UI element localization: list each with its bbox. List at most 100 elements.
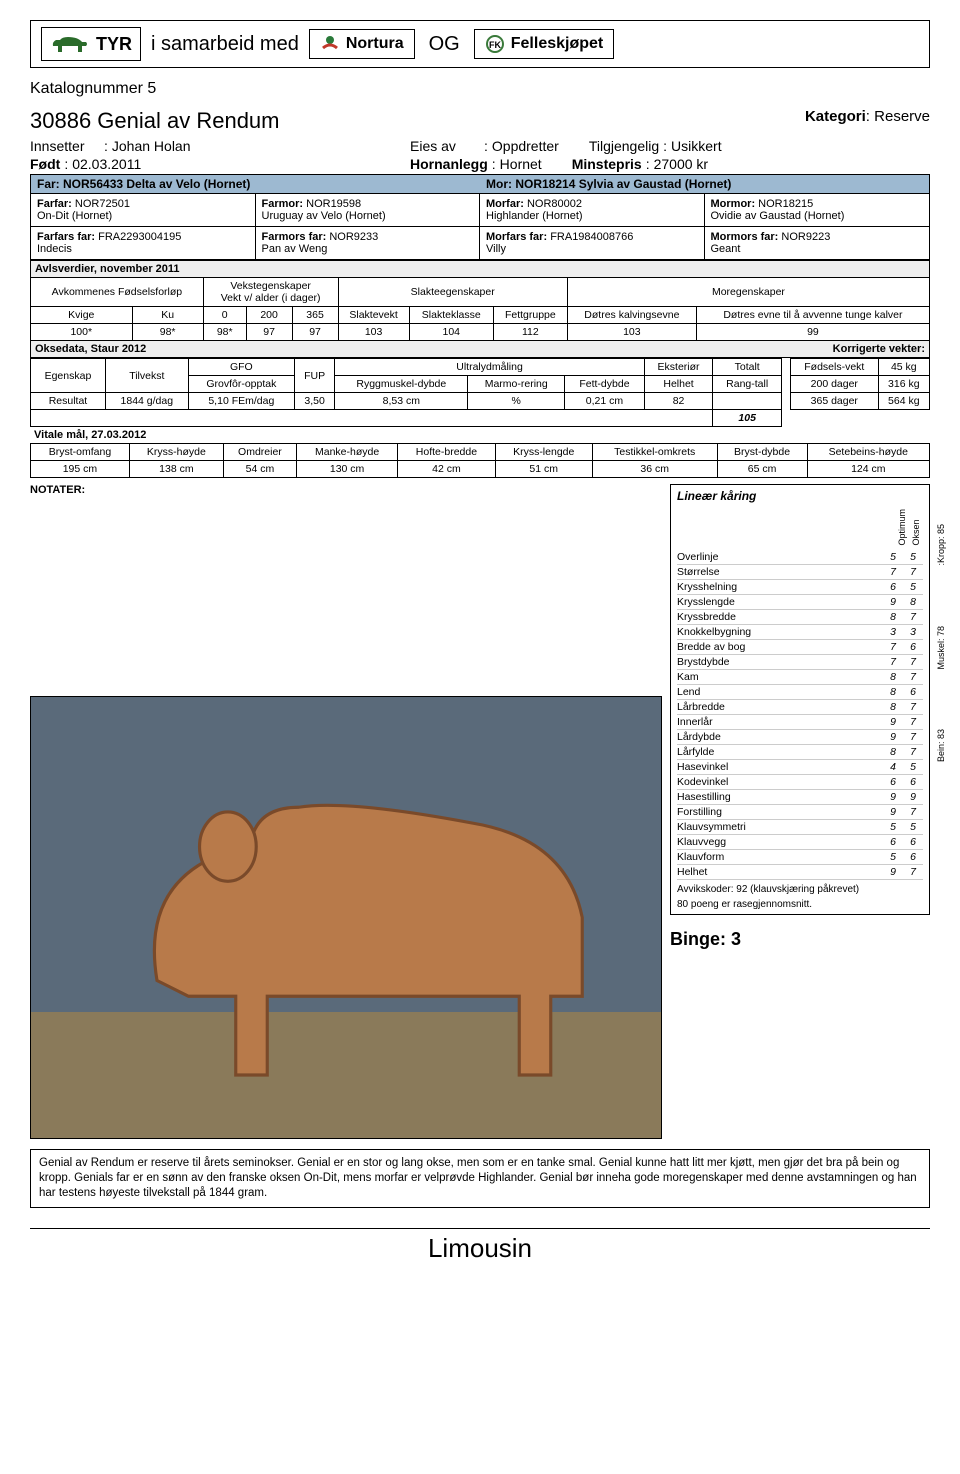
trait-oksen: 5 [903,581,923,593]
okse-gfo: GFO [188,359,294,376]
pedigree-parents-bar: Far: NOR56433 Delta av Velo (Hornet) Mor… [30,174,930,194]
mormorsfar-cell: Mormors far: NOR9223Geant [705,227,930,259]
trait-oksen: 7 [903,671,923,683]
linear-row: Størrelse77 [677,565,923,580]
trait-name: Klauvvegg [677,836,883,848]
trait-name: Brystdybde [677,656,883,668]
vitale-values-row: 195 cm 138 cm 54 cm 130 cm 42 cm 51 cm 3… [31,461,930,478]
trait-optimum: 7 [883,641,903,653]
linear-row: Krysshelning65 [677,580,923,595]
trait-oksen: 7 [903,701,923,713]
trait-oksen: 5 [903,761,923,773]
info-row-1: Innsetter : Johan Holan Eies av : Oppdre… [30,138,930,154]
linear-row: Lend86 [677,685,923,700]
og-text: OG [429,33,460,56]
d365-label: 365 dager [791,393,879,410]
avls-d0: 0 [203,307,246,324]
okse-marmo: Marmo-rering [468,376,565,393]
linear-row: Brystdybde77 [677,655,923,670]
r-fett: 0,21 cm [565,393,645,410]
trait-name: Bredde av bog [677,641,883,653]
linear-row: Hasevinkel45 [677,760,923,775]
linear-row: Hasestilling99 [677,790,923,805]
score-muskel: Muskel: 78 [936,626,956,670]
trait-name: Knokkelbygning [677,626,883,638]
linear-row: Krysslengde98 [677,595,923,610]
okse-egenskap: Egenskap [31,359,106,393]
avls-h3: Slakteegenskaper [338,278,567,307]
header-bar: TYR i samarbeid med Nortura OG FK Felles… [30,20,930,68]
notater-label: NOTATER: [30,484,662,496]
linear-row: Klauvvegg66 [677,835,923,850]
innsetter-value: Johan Holan [112,138,191,154]
linear-row: Kodevinkel66 [677,775,923,790]
svg-text:FK: FK [489,40,501,50]
fodt-label: Født [30,156,60,172]
korr-title: Korrigerte vekter: [833,343,925,355]
trait-optimum: 9 [883,716,903,728]
avls-d365: 365 [292,307,338,324]
trait-name: Helhet [677,866,883,878]
trait-optimum: 4 [883,761,903,773]
linear-row: Overlinje55 [677,550,923,565]
trait-oksen: 6 [903,686,923,698]
linear-head: Optimum Oksen [677,509,923,546]
avls-ku: Ku [132,307,203,324]
r-marmo: % [468,393,565,410]
okse-gfo-sub: Grovfôr-opptak [188,376,294,393]
kategori: Kategori: Reserve [805,108,930,134]
linear-row: Kryssbredde87 [677,610,923,625]
linear-col2: Oksen [909,509,923,546]
horn-value: Hornet [500,156,542,172]
nortura-icon [320,34,340,54]
r-fup: 3,50 [294,393,334,410]
trait-name: Krysslengde [677,596,883,608]
trait-oksen: 5 [903,551,923,563]
linear-title: Lineær kåring [677,489,923,503]
bull-silhouette-icon [31,697,661,1138]
trait-optimum: 7 [883,566,903,578]
trait-name: Hasestilling [677,791,883,803]
avls-h1: Avkommenes Fødselsforløp [31,278,204,307]
trait-name: Krysshelning [677,581,883,593]
eies-value: Oppdretter [492,138,559,154]
kategori-label: Kategori [805,108,866,125]
r-rang: 105 [713,410,782,427]
kategori-value: Reserve [874,108,930,125]
linear-row: Lårbredde87 [677,700,923,715]
r-tilvekst: 1844 g/dag [105,393,188,410]
eies-label: Eies av [410,138,480,154]
vitale-header-row: Bryst-omfang Kryss-høyde Omdreier Manke-… [31,444,930,461]
minstepris-label: Minstepris [572,156,642,172]
farmor-cell: Farmor: NOR19598Uruguay av Velo (Hornet) [256,194,481,226]
title-row: 30886 Genial av Rendum Kategori: Reserve [30,108,930,134]
trait-oksen: 9 [903,791,923,803]
r-helhet: 82 [644,393,713,410]
pedigree-greatgrandparents: Farfars far: FRA2293004195Indecis Farmor… [30,227,930,260]
group-scores: :Kropp: 85 Muskel: 78 Bein: 83 [936,524,956,762]
trait-name: Klauvform [677,851,883,863]
notater-area: NOTATER: Lineær kåring Optimum Oksen Ove… [30,484,930,1139]
trait-oksen: 5 [903,821,923,833]
avls-table: Avkommenes Fødselsforløp Vekstegenskaper… [30,277,930,341]
linear-note: 80 poeng er rasegjennomsnitt. [677,899,923,910]
trait-optimum: 8 [883,686,903,698]
r-gfo: 5,10 FEm/dag [188,393,294,410]
trait-optimum: 6 [883,776,903,788]
trait-oksen: 6 [903,641,923,653]
trait-oksen: 7 [903,716,923,728]
okse-title: Oksedata, Staur 2012 [35,343,146,355]
trait-name: Innerlår [677,716,883,728]
trait-optimum: 5 [883,821,903,833]
description-box: Genial av Rendum er reserve til årets se… [30,1149,930,1208]
avls-slaktevekt: Slaktevekt [338,307,409,324]
linear-avvik: Avvikskoder: 92 (klauvskjæring påkrevet) [677,884,923,895]
linear-row: Kam87 [677,670,923,685]
fk-icon: FK [485,34,505,54]
far-label: Far: [37,177,60,191]
cow-icon [50,32,90,56]
trait-oksen: 7 [903,566,923,578]
trait-optimum: 9 [883,731,903,743]
linear-row: Klauvform56 [677,850,923,865]
trait-name: Kam [677,671,883,683]
